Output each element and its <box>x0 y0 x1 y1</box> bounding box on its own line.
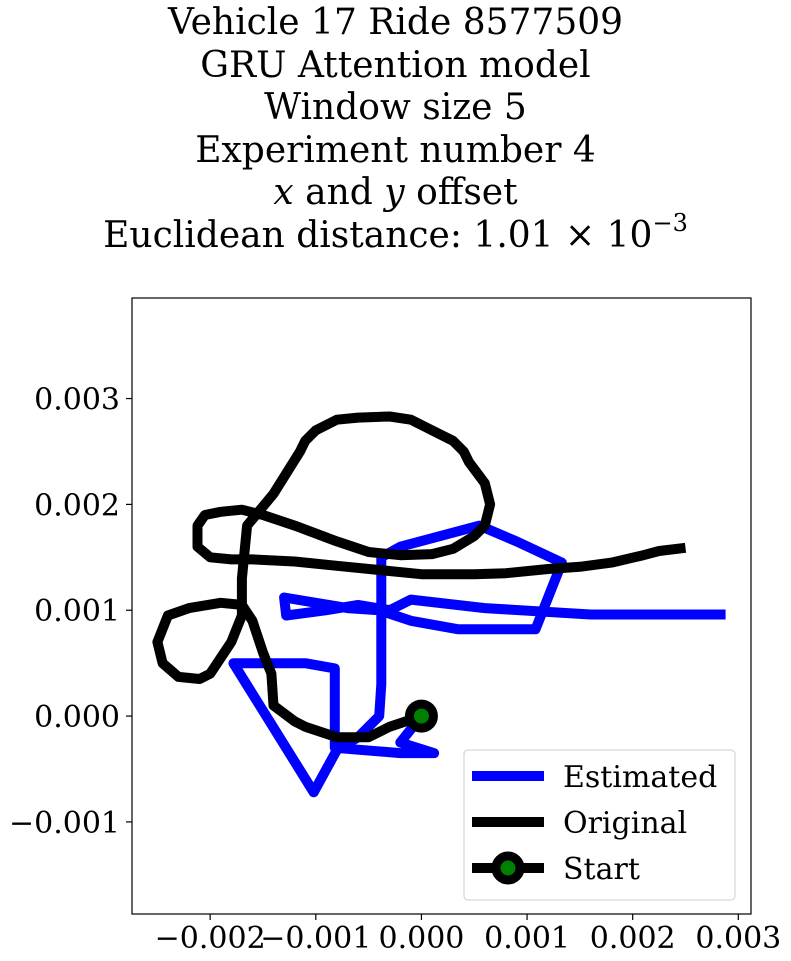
x-tick-label: 0.003 <box>695 921 781 956</box>
title-offset-word: offset <box>404 172 518 213</box>
title-times-sign: × <box>553 214 607 256</box>
title-power-base: 10 <box>606 214 653 256</box>
title-line-2: GRU Attention model <box>200 44 591 86</box>
y-axis: −0.001 0.000 0.001 0.002 0.003 <box>9 383 132 841</box>
x-tick-label: 0.000 <box>378 921 464 956</box>
title-distance-prefix: Euclidean distance: 1.01 <box>103 214 554 256</box>
x-tick-label: −0.001 <box>260 921 371 956</box>
legend: Estimated Original Start <box>463 749 736 901</box>
title-line-5: x and y offset <box>0 172 791 215</box>
legend-label-start: Start <box>563 852 640 887</box>
x-tick-label: −0.002 <box>155 921 266 956</box>
series-line-original <box>152 411 687 743</box>
x-tick-label: 0.001 <box>484 921 570 956</box>
title-line-4: Experiment number 4 <box>195 129 596 171</box>
title-line-3: Window size 5 <box>264 87 527 128</box>
x-axis: −0.002−0.001 0.000 0.001 0.002 0.003 <box>155 914 781 956</box>
x-tick-label: 0.002 <box>590 921 676 956</box>
legend-marker-start <box>491 851 525 885</box>
plot-area <box>152 411 726 798</box>
y-tick-label: 0.001 <box>34 594 120 629</box>
y-tick-label: 0.003 <box>34 383 120 418</box>
y-tick-label: 0.002 <box>34 488 120 523</box>
title-y-variable: y <box>384 172 405 213</box>
legend-label-original: Original <box>563 806 687 841</box>
series-line-estimated <box>228 520 726 798</box>
start-marker <box>404 699 438 733</box>
legend-box <box>463 749 736 901</box>
legend-label-estimated: Estimated <box>563 760 717 795</box>
title-line-1: Vehicle 17 Ride 8577509 <box>167 2 624 43</box>
y-tick-label: −0.001 <box>9 806 120 841</box>
title-and-word: and <box>293 172 385 213</box>
title-line-6: Euclidean distance: 1.01 × 10−3 <box>0 209 791 261</box>
title-power-exponent: −3 <box>652 208 688 237</box>
title-x-variable: x <box>273 172 294 213</box>
chart-title: Vehicle 17 Ride 8577509 GRU Attention mo… <box>0 2 791 260</box>
y-tick-label: 0.000 <box>34 700 120 735</box>
plot-frame <box>131 297 752 915</box>
